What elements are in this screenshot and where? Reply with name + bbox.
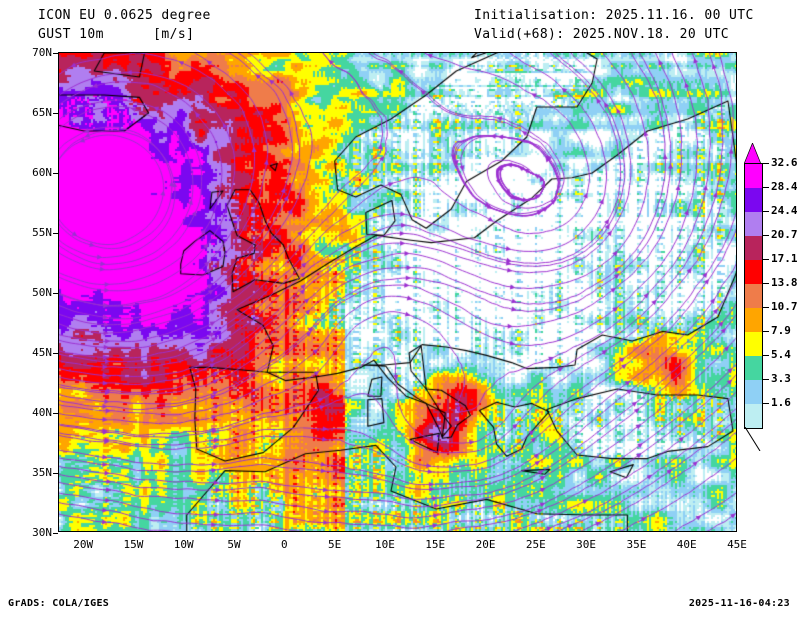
colorbar-label-5.4: 5.4: [771, 348, 791, 361]
grads-credit: GrADS: COLA/IGES: [8, 598, 110, 609]
x-tick-15E: 15E: [425, 538, 446, 551]
valid-time: Valid(+68): 2025.NOV.18. 20 UTC: [474, 27, 730, 42]
y-tick-60N: 60N: [18, 166, 58, 179]
x-tick-40E: 40E: [676, 538, 697, 551]
y-tick-35N: 35N: [18, 466, 58, 479]
x-tick-5E: 5E: [328, 538, 342, 551]
x-tick-20E: 20E: [475, 538, 496, 551]
colorbar-swatch-32.6: 32.6: [744, 156, 798, 188]
x-tick-15W: 15W: [123, 538, 144, 551]
colorbar-label-1.6: 1.6: [771, 396, 791, 409]
x-tick-10W: 10W: [173, 538, 194, 551]
x-tick-5W: 5W: [227, 538, 241, 551]
colorbar-label-7.9: 7.9: [771, 324, 791, 337]
colorbar-swatch-10.7: 10.7: [744, 300, 798, 332]
colorbar-label-13.8: 13.8: [771, 276, 798, 289]
y-tick-45N: 45N: [18, 346, 58, 359]
y-tick-55N: 55N: [18, 226, 58, 239]
colorbar-swatch-7.9: 7.9: [744, 324, 791, 356]
colorbar-label-24.4: 24.4: [771, 204, 798, 217]
colorbar-swatch-1.6: 1.6: [744, 396, 791, 429]
colorbar-swatch-5.4: 5.4: [744, 348, 791, 380]
colorbar-bottom-tail: [744, 427, 761, 451]
x-tick-35E: 35E: [626, 538, 647, 551]
colorbar-label-3.3: 3.3: [771, 372, 791, 385]
x-tick-45E: 45E: [727, 538, 747, 551]
colorbar-swatch-20.7: 20.7: [744, 228, 798, 260]
y-tick-40N: 40N: [18, 406, 58, 419]
colorbar-swatch-24.4: 24.4: [744, 204, 798, 236]
colorbar-top-arrow: [744, 143, 761, 164]
y-tick-50N: 50N: [18, 286, 58, 299]
y-tick-70N: 70N: [18, 46, 58, 59]
colorbar-swatch-13.8: 13.8: [744, 276, 798, 308]
render-timestamp: 2025-11-16-04:23: [688, 598, 790, 609]
colorbar-label-32.6: 32.6: [771, 156, 798, 169]
y-tick-65N: 65N: [18, 106, 58, 119]
colorbar-swatch-3.3: 3.3: [744, 372, 791, 404]
colorbar-legend[interactable]: 32.6 28.4 24.4 20.7 17.1 13.8 10.7 7.9 5.4 3.3 1.6: [744, 156, 798, 429]
colorbar-label-10.7: 10.7: [771, 300, 798, 313]
x-tick-0: 0: [281, 538, 288, 551]
map-plot-area[interactable]: [58, 52, 737, 532]
model-title: ICON EU 0.0625 degree: [38, 8, 211, 23]
x-tick-20W: 20W: [73, 538, 94, 551]
x-tick-25E: 25E: [525, 538, 546, 551]
streamline-overlay: [59, 53, 736, 531]
x-tick-10E: 10E: [374, 538, 395, 551]
colorbar-swatch-17.1: 17.1: [744, 252, 798, 284]
colorbar-label-20.7: 20.7: [771, 228, 798, 241]
y-tick-30N: 30N: [18, 526, 58, 539]
variable-title: GUST 10m [m/s]: [38, 27, 195, 42]
x-tick-30E: 30E: [576, 538, 597, 551]
colorbar-swatch-28.4: 28.4: [744, 180, 798, 212]
initialisation-time: Initialisation: 2025.11.16. 00 UTC: [474, 8, 754, 23]
colorbar-label-17.1: 17.1: [771, 252, 798, 265]
colorbar-label-28.4: 28.4: [771, 180, 798, 193]
